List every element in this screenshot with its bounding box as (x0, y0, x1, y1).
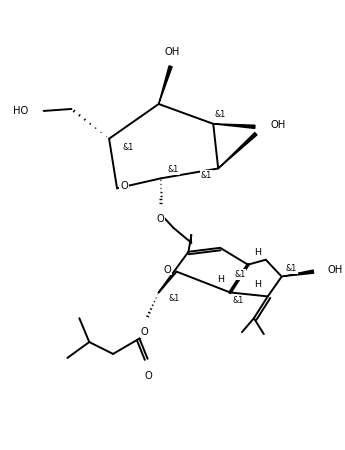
Text: H: H (254, 248, 262, 257)
Polygon shape (218, 133, 257, 168)
Text: H: H (254, 280, 262, 289)
Text: &1: &1 (169, 294, 180, 303)
Text: &1: &1 (233, 296, 244, 305)
Text: O: O (120, 181, 128, 191)
Text: OH: OH (327, 265, 343, 274)
Text: OH: OH (165, 47, 180, 58)
Text: O: O (141, 327, 149, 337)
Polygon shape (282, 270, 314, 277)
Text: OH: OH (271, 120, 286, 130)
Text: H: H (217, 275, 224, 284)
Polygon shape (159, 66, 172, 104)
Text: OH: OH (270, 120, 285, 130)
Text: O: O (145, 371, 152, 381)
Text: O: O (157, 214, 165, 224)
Text: &1: &1 (215, 110, 226, 119)
Text: HO: HO (12, 106, 28, 116)
Text: &1: &1 (168, 165, 179, 174)
Text: &1: &1 (234, 270, 246, 279)
Text: &1: &1 (122, 143, 134, 152)
Text: &1: &1 (286, 264, 297, 273)
Polygon shape (213, 124, 255, 128)
Text: &1: &1 (201, 171, 212, 180)
Text: O: O (164, 265, 171, 274)
